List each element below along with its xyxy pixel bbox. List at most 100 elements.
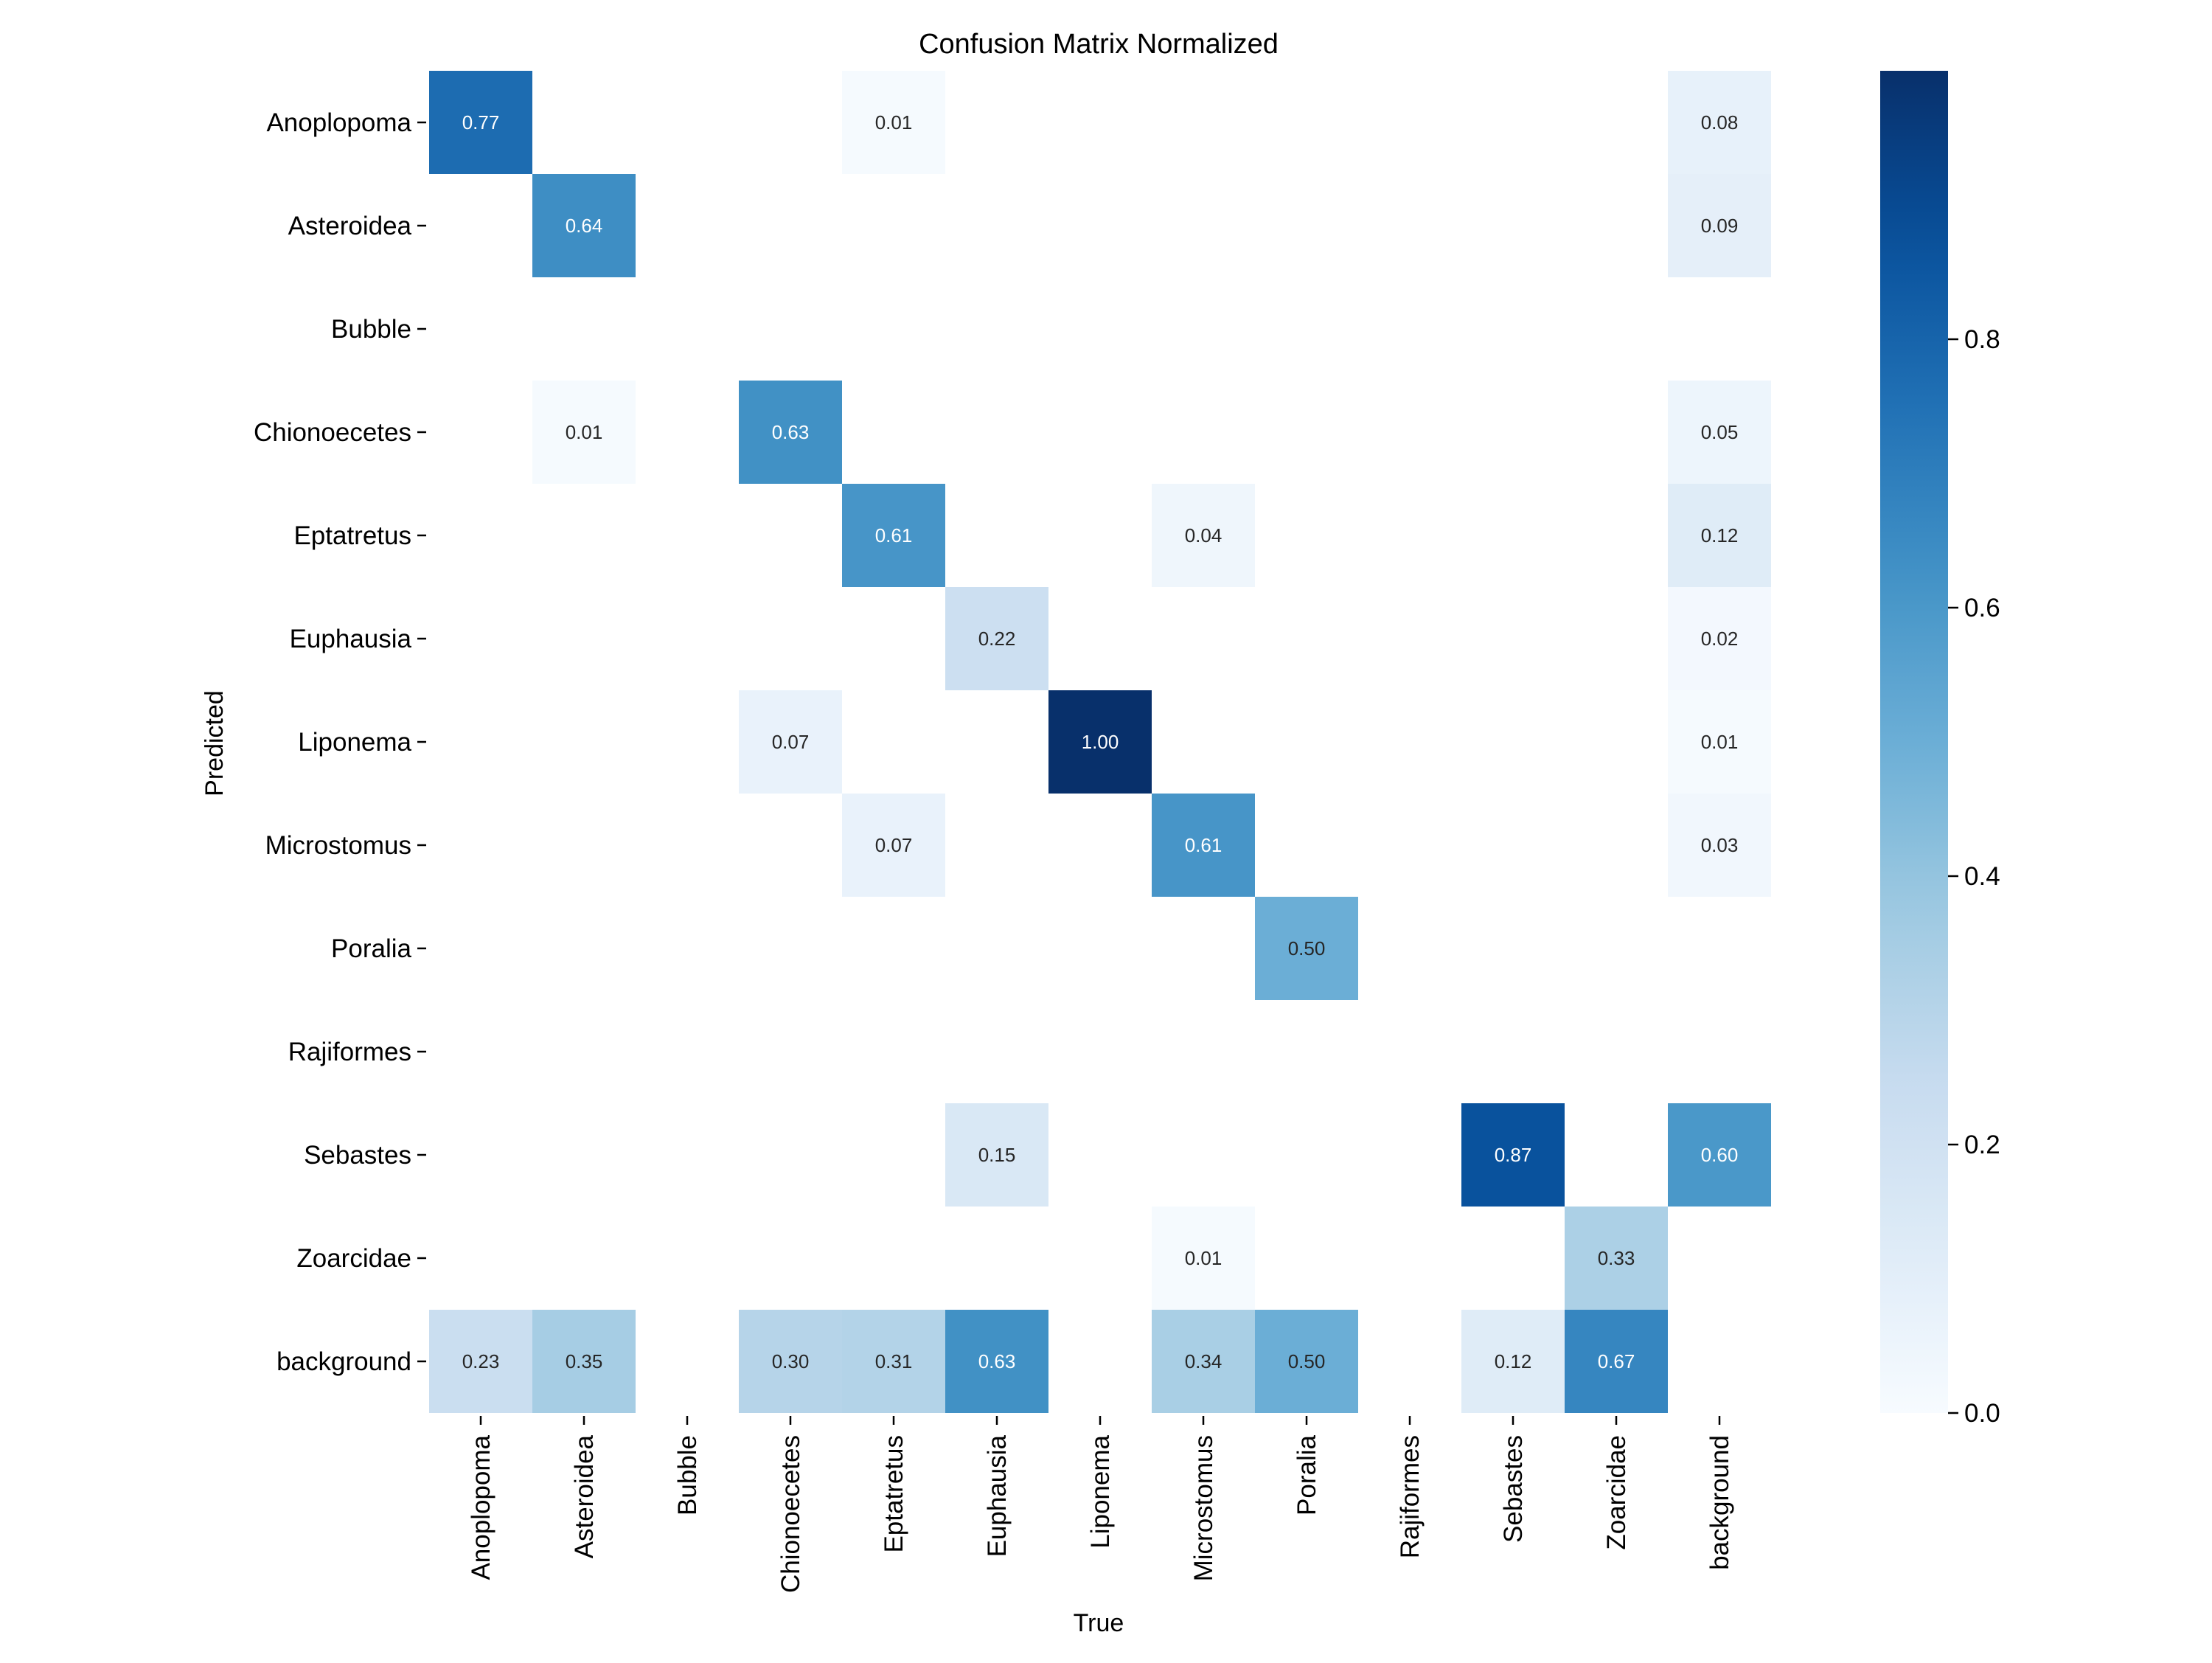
cell-label: 0.31 <box>875 1350 913 1372</box>
cell-background-zoarcidae <box>1565 1310 1668 1413</box>
cell-background-sebastes <box>1461 1310 1565 1413</box>
y-tick-label: Eptatretus <box>293 521 411 550</box>
y-tick-label: Asteroidea <box>288 212 412 240</box>
cell-sebastes-sebastes <box>1461 1103 1565 1207</box>
cell-label: 0.30 <box>772 1350 810 1372</box>
y-tick-label: Poralia <box>331 934 411 963</box>
colorbar-tick-label: 0.4 <box>1964 862 2000 891</box>
cell-background-microstomus <box>1152 1310 1255 1413</box>
x-tick-label: Bubble <box>673 1435 702 1516</box>
cell-label: 0.01 <box>1185 1247 1222 1269</box>
x-tick-label: Asteroidea <box>570 1434 599 1558</box>
y-tick-label: Chionoecetes <box>254 418 411 447</box>
x-axis: Anoplopoma Asteroidea Bubble Chionoecetes Ep… <box>467 1416 1734 1593</box>
colorbar-tick-label: 0.6 <box>1964 594 2000 622</box>
cell-label: 0.07 <box>875 834 913 856</box>
cell-chionoecetes-chionoecetes <box>739 381 842 484</box>
x-tick-label: Rajiformes <box>1396 1435 1425 1558</box>
chart-title: Confusion Matrix Normalized <box>919 29 1279 60</box>
x-tick-label: Chionoecetes <box>776 1435 805 1593</box>
cell-label: 0.50 <box>1288 937 1326 959</box>
cell-microstomus-background <box>1668 794 1771 897</box>
cell-label: 0.60 <box>1701 1144 1739 1166</box>
y-tick-label: Anoplopoma <box>266 108 411 137</box>
colorbar-tick-label: 0.2 <box>1964 1131 2000 1159</box>
cell-microstomus-microstomus <box>1152 794 1255 897</box>
cell-label: 0.04 <box>1185 524 1222 546</box>
cell-euphausia-euphausia <box>945 587 1048 690</box>
cell-label: 0.05 <box>1701 421 1739 443</box>
cell-liponema-chionoecetes <box>739 690 842 794</box>
cell-microstomus-eptatretus <box>842 794 945 897</box>
cell-label: 0.07 <box>772 731 810 753</box>
y-tick-label: Microstomus <box>265 831 411 860</box>
x-tick-label: Zoarcidae <box>1602 1435 1631 1550</box>
colorbar-tick-label: 0.8 <box>1964 325 2000 354</box>
x-axis-label: True <box>1074 1609 1124 1637</box>
cell-label: 0.23 <box>462 1350 500 1372</box>
cell-zoarcidae-microstomus <box>1152 1207 1255 1310</box>
cell-sebastes-euphausia <box>945 1103 1048 1207</box>
cell-label: 0.01 <box>1701 731 1739 753</box>
cell-anoplopoma-anoplopoma <box>429 71 532 174</box>
cell-chionoecetes-asteroidea <box>532 381 636 484</box>
cell-background-poralia <box>1255 1310 1358 1413</box>
x-tick-label: Poralia <box>1293 1434 1321 1515</box>
cell-label: 0.15 <box>978 1144 1016 1166</box>
y-tick-label: Rajiformes <box>288 1038 411 1066</box>
cell-label: 0.77 <box>462 111 500 133</box>
cell-label: 0.22 <box>978 628 1016 650</box>
cell-liponema-background <box>1668 690 1771 794</box>
y-tick-label: Liponema <box>298 728 411 757</box>
cell-label: 0.09 <box>1701 215 1739 237</box>
cell-asteroidea-asteroidea <box>532 174 636 277</box>
x-tick-label: Sebastes <box>1499 1435 1528 1543</box>
y-tick-label: Zoarcidae <box>296 1244 411 1273</box>
colorbar: 0.0 0.2 0.4 0.6 0.8 <box>1880 71 2000 1428</box>
heatmap-cell-labels: 0.77 0.01 0.08 0.64 0.09 0.01 0.63 0.05 0.61 0.04… <box>462 111 1739 1372</box>
cell-label: 0.03 <box>1701 834 1739 856</box>
cell-label: 0.02 <box>1701 628 1739 650</box>
x-tick-label: Liponema <box>1086 1434 1115 1548</box>
cell-eptatretus-microstomus <box>1152 484 1255 587</box>
cell-label: 0.64 <box>566 215 603 237</box>
cell-zoarcidae-zoarcidae <box>1565 1207 1668 1310</box>
cell-background-eptatretus <box>842 1310 945 1413</box>
x-tick-label: Anoplopoma <box>467 1434 495 1580</box>
x-tick-label: Euphausia <box>983 1434 1012 1557</box>
y-axis-label: Predicted <box>201 690 229 796</box>
cell-label: 0.12 <box>1701 524 1739 546</box>
cell-label: 0.87 <box>1495 1144 1532 1166</box>
cell-eptatretus-eptatretus <box>842 484 945 587</box>
cell-label: 0.08 <box>1701 111 1739 133</box>
x-tick-label: Eptatretus <box>880 1435 908 1553</box>
cell-sebastes-background <box>1668 1103 1771 1207</box>
cell-eptatretus-background <box>1668 484 1771 587</box>
y-tick-label: Bubble <box>331 315 411 344</box>
cell-label: 1.00 <box>1082 731 1119 753</box>
heatmap-cells <box>429 71 1771 1413</box>
cell-background-euphausia <box>945 1310 1048 1413</box>
cell-background-chionoecetes <box>739 1310 842 1413</box>
cell-poralia-poralia <box>1255 897 1358 1000</box>
y-axis: Anoplopoma Asteroidea Bubble Chionoecetes Ep… <box>254 108 426 1376</box>
cell-chionoecetes-background <box>1668 381 1771 484</box>
cell-anoplopoma-eptatretus <box>842 71 945 174</box>
colorbar-gradient <box>1880 71 1948 1413</box>
cell-background-anoplopoma <box>429 1310 532 1413</box>
cell-liponema-liponema <box>1048 690 1152 794</box>
y-tick-label: Euphausia <box>290 625 412 653</box>
cell-euphausia-background <box>1668 587 1771 690</box>
cell-label: 0.63 <box>772 421 810 443</box>
x-tick-label: background <box>1705 1435 1734 1570</box>
y-tick-label: background <box>276 1347 411 1376</box>
cell-label: 0.50 <box>1288 1350 1326 1372</box>
cell-label: 0.12 <box>1495 1350 1532 1372</box>
x-tick-label: Microstomus <box>1189 1435 1218 1581</box>
cell-background-asteroidea <box>532 1310 636 1413</box>
cell-label: 0.35 <box>566 1350 603 1372</box>
cell-label: 0.34 <box>1185 1350 1222 1372</box>
cell-asteroidea-background <box>1668 174 1771 277</box>
